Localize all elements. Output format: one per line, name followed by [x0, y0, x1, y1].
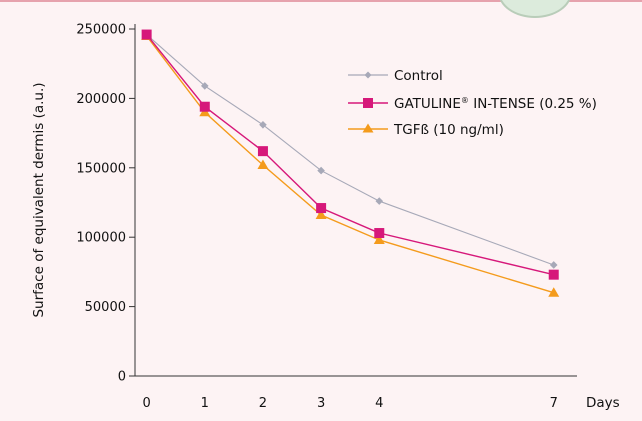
y-tick-label: 250000 — [76, 23, 126, 38]
series-line — [146, 34, 554, 266]
series-square — [141, 29, 559, 280]
series-diamond — [142, 30, 558, 269]
top-border — [0, 0, 642, 2]
legend-marker-square — [363, 98, 373, 108]
data-point-square — [141, 29, 152, 40]
data-point-triangle — [373, 234, 385, 244]
legend-entry-gatuline: GATULINE® IN-TENSE (0.25 %) — [348, 96, 597, 112]
series-line — [146, 35, 554, 294]
legend: Control GATULINE® IN-TENSE (0.25 %) TGFß… — [348, 68, 597, 138]
data-point-triangle — [315, 209, 327, 219]
y-tick-label: 50000 — [85, 300, 126, 315]
x-tick-label: 4 — [375, 396, 383, 411]
registered-mark: ® — [461, 96, 469, 105]
x-tick-label: 0 — [142, 396, 150, 411]
data-point-triangle — [548, 287, 560, 297]
x-axis-title: Days — [586, 395, 620, 411]
data-point-diamond — [317, 166, 325, 175]
data-point-square — [548, 269, 559, 280]
data-point-diamond — [549, 261, 558, 269]
data-point-square — [257, 146, 268, 157]
legend-label-gatuline-name: GATULINE — [394, 96, 461, 112]
legend-label-control: Control — [394, 68, 443, 84]
x-tick-label: 2 — [259, 396, 267, 411]
data-point-square — [199, 101, 210, 112]
data-point-diamond — [375, 197, 384, 205]
legend-label-gatuline-suffix: IN-TENSE (0.25 %) — [469, 96, 597, 112]
legend-marker-diamond — [364, 71, 372, 79]
y-tick-label: 200000 — [76, 92, 126, 107]
y-tick-label: 100000 — [76, 231, 126, 246]
series-layer — [141, 29, 560, 297]
data-point-diamond — [200, 82, 209, 90]
data-point-square — [374, 228, 385, 239]
data-point-triangle — [257, 159, 269, 170]
x-tick-label: 1 — [201, 396, 209, 411]
x-tick-label: 3 — [317, 396, 325, 411]
data-point-diamond — [259, 120, 267, 129]
x-tick-label: 7 — [550, 396, 558, 411]
legend-label-tgf: TGFß (10 ng/ml) — [393, 122, 504, 138]
legend-entry-control: Control — [348, 68, 443, 84]
y-tick-label: 0 — [118, 370, 126, 385]
y-axis-title: Surface of equivalent dermis (a.u.) — [31, 82, 47, 317]
legend-label-gatuline: GATULINE® IN-TENSE (0.25 %) — [394, 96, 597, 112]
legend-marker-triangle — [362, 123, 374, 133]
legend-entry-tgf: TGFß (10 ng/ml) — [348, 122, 504, 138]
data-point-square — [316, 203, 327, 214]
y-tick-label: 150000 — [76, 161, 126, 176]
axes — [134, 24, 577, 377]
series-triangle — [141, 30, 560, 297]
series-line — [146, 34, 554, 276]
